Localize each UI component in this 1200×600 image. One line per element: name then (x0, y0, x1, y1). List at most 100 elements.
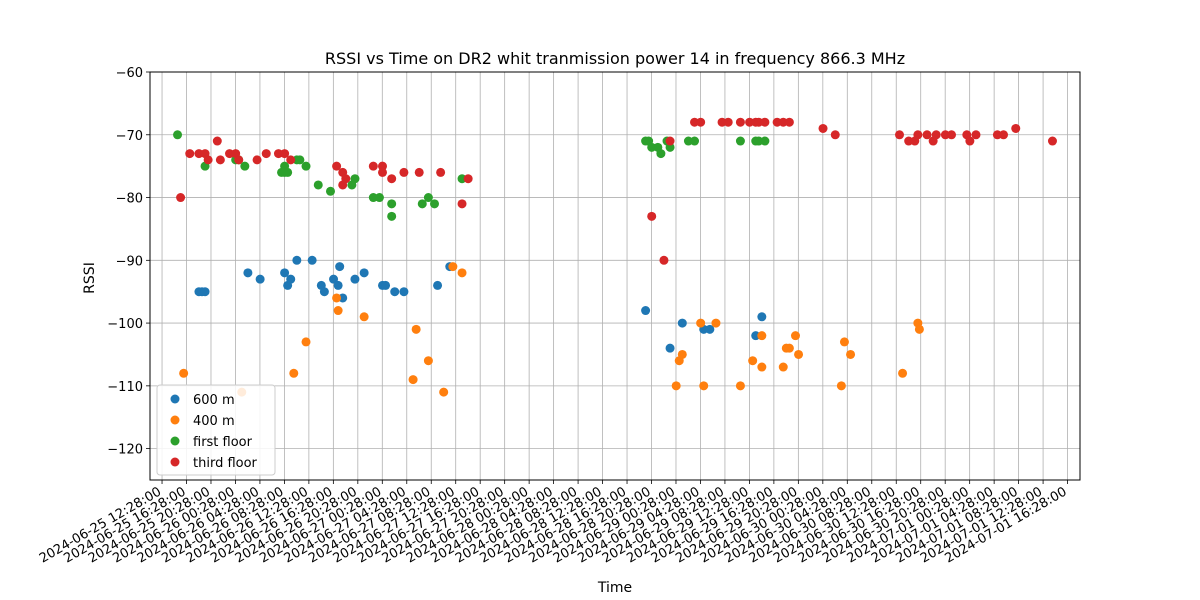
data-point (778, 362, 788, 372)
data-point (179, 368, 189, 378)
legend-marker (170, 394, 180, 404)
data-point (898, 368, 908, 378)
points-group (173, 117, 1057, 397)
data-point (895, 130, 905, 140)
legend: 600 m 400 m first floor third floor (156, 384, 276, 476)
data-point (971, 130, 981, 140)
data-point (922, 130, 932, 140)
data-point (914, 324, 924, 334)
data-point (350, 274, 360, 284)
data-point (378, 167, 387, 177)
legend-label: 600 m (193, 393, 235, 408)
data-point (423, 356, 433, 366)
data-point (1011, 123, 1021, 133)
data-point (641, 306, 651, 316)
data-point (411, 324, 421, 334)
data-point (329, 274, 339, 284)
data-point (448, 262, 458, 272)
data-point (350, 174, 360, 184)
data-point (332, 161, 342, 171)
data-point (240, 161, 250, 171)
data-point (735, 381, 745, 391)
data-point (433, 280, 443, 290)
data-point (325, 186, 335, 196)
data-point (947, 130, 957, 140)
data-point (784, 117, 794, 127)
y-tick-label: −60 (116, 66, 143, 81)
data-point (463, 174, 473, 184)
y-tick-label: −70 (116, 129, 143, 144)
data-point (176, 193, 186, 203)
data-point (200, 287, 210, 297)
data-point (735, 136, 745, 146)
data-point (185, 149, 195, 159)
data-point (790, 331, 800, 341)
y-axis-label: RSSI (82, 262, 98, 294)
data-point (368, 161, 378, 171)
data-point (647, 211, 657, 221)
data-point (289, 368, 299, 378)
data-point (665, 136, 675, 146)
data-point (414, 167, 424, 177)
data-point (203, 155, 213, 165)
data-point (965, 136, 975, 146)
data-point (307, 255, 317, 265)
data-point (705, 324, 715, 334)
y-tick-label: −100 (107, 317, 143, 332)
data-point (387, 211, 397, 221)
data-point (748, 356, 758, 366)
data-point (430, 199, 440, 209)
data-point (760, 117, 770, 127)
legend-label: third floor (193, 456, 258, 471)
data-point (280, 268, 290, 278)
y-tick-label: −90 (116, 254, 143, 269)
data-point (760, 136, 770, 146)
y-tick-label: −80 (116, 192, 143, 207)
data-point (399, 287, 409, 297)
data-point (280, 149, 290, 159)
data-point (439, 387, 449, 397)
data-point (313, 180, 323, 190)
x-axis-label: Time (597, 580, 632, 596)
data-point (301, 337, 311, 347)
data-point (255, 274, 265, 284)
data-point (699, 381, 709, 391)
data-point (677, 318, 687, 328)
data-point (319, 287, 329, 297)
y-tick-label: −120 (107, 443, 143, 458)
data-point (690, 136, 700, 146)
data-point (292, 255, 302, 265)
data-point (794, 349, 804, 359)
data-point (711, 318, 721, 328)
data-point (252, 155, 262, 165)
data-point (931, 130, 941, 140)
data-point (335, 262, 345, 272)
data-point (757, 331, 767, 341)
data-point (295, 155, 305, 165)
data-point (784, 343, 794, 353)
legend-label: 400 m (193, 414, 235, 429)
data-point (286, 155, 296, 165)
data-point (359, 268, 369, 278)
data-point (436, 167, 446, 177)
data-point (830, 130, 840, 140)
data-point (818, 123, 828, 133)
y-tick-label: −110 (107, 380, 143, 395)
data-point (457, 199, 467, 209)
data-point (423, 193, 433, 203)
data-point (261, 149, 271, 159)
data-point (408, 375, 418, 385)
data-point (390, 287, 400, 297)
data-point (696, 117, 706, 127)
data-point (757, 312, 767, 322)
data-point (677, 349, 687, 359)
data-point (215, 155, 225, 165)
data-point (999, 130, 1009, 140)
data-point (696, 318, 706, 328)
legend-box (156, 384, 276, 476)
data-point (723, 117, 733, 127)
data-point (378, 161, 387, 171)
data-point (286, 274, 296, 284)
data-point (656, 149, 666, 159)
